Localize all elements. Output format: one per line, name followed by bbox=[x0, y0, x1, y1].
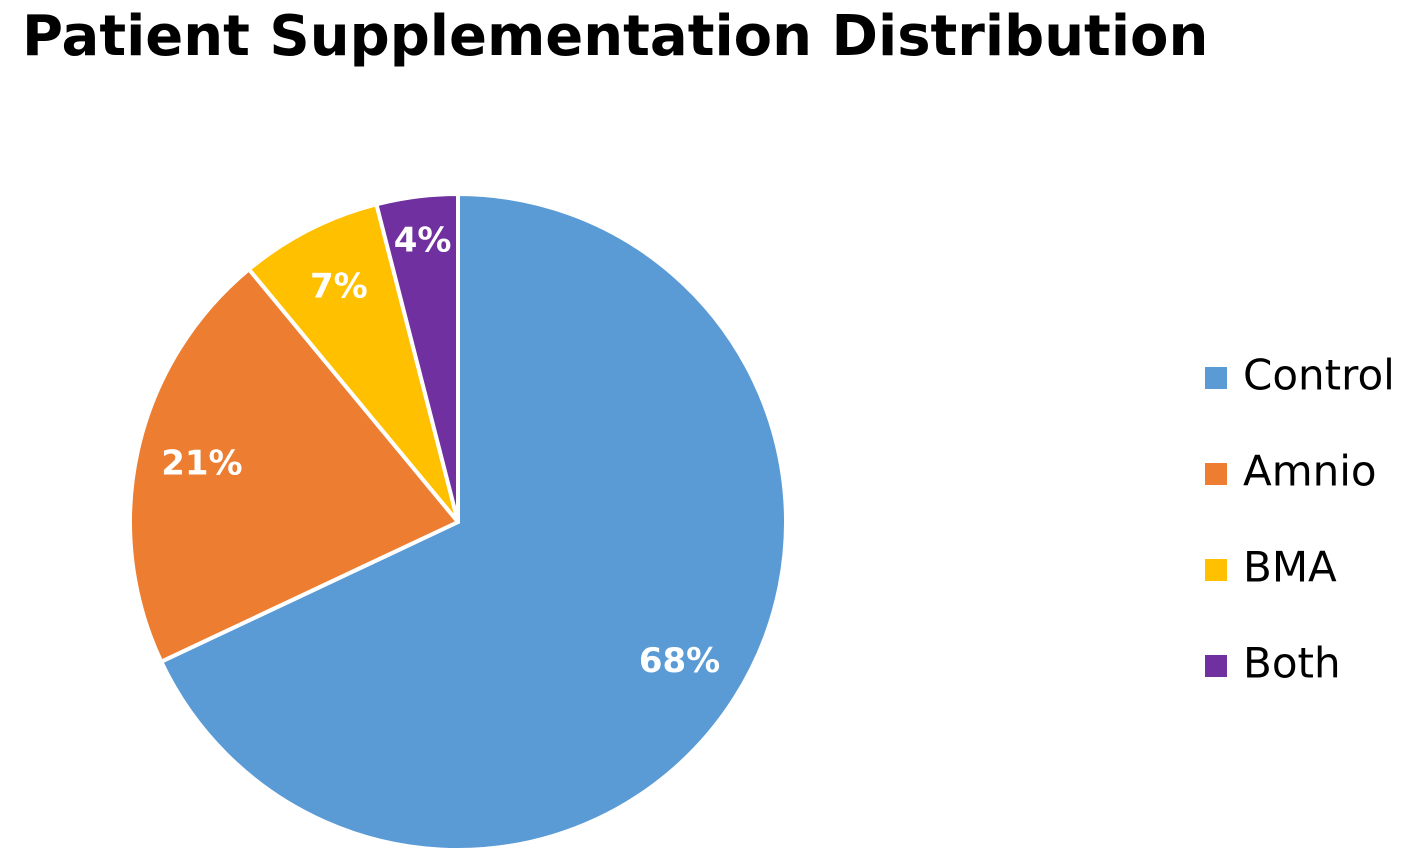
legend-label: BMA bbox=[1243, 543, 1337, 592]
legend-swatch bbox=[1205, 559, 1227, 581]
legend-label: Amnio bbox=[1243, 447, 1377, 496]
legend-swatch bbox=[1205, 463, 1227, 485]
pie-slice bbox=[374, 192, 460, 524]
legend-label: Control bbox=[1243, 351, 1395, 400]
pie-slice bbox=[128, 267, 460, 664]
legend-label: Both bbox=[1243, 639, 1341, 688]
legend-swatch bbox=[1205, 655, 1227, 677]
data-label: 7% bbox=[310, 267, 368, 307]
data-label: 21% bbox=[161, 443, 242, 483]
legend-swatch bbox=[1205, 367, 1227, 389]
pie-slice bbox=[246, 202, 460, 524]
chart-title: Patient Supplementation Distribution bbox=[22, 4, 1208, 69]
data-label: 4% bbox=[394, 221, 452, 261]
pie-slice bbox=[159, 192, 788, 852]
data-label: 68% bbox=[639, 641, 720, 681]
